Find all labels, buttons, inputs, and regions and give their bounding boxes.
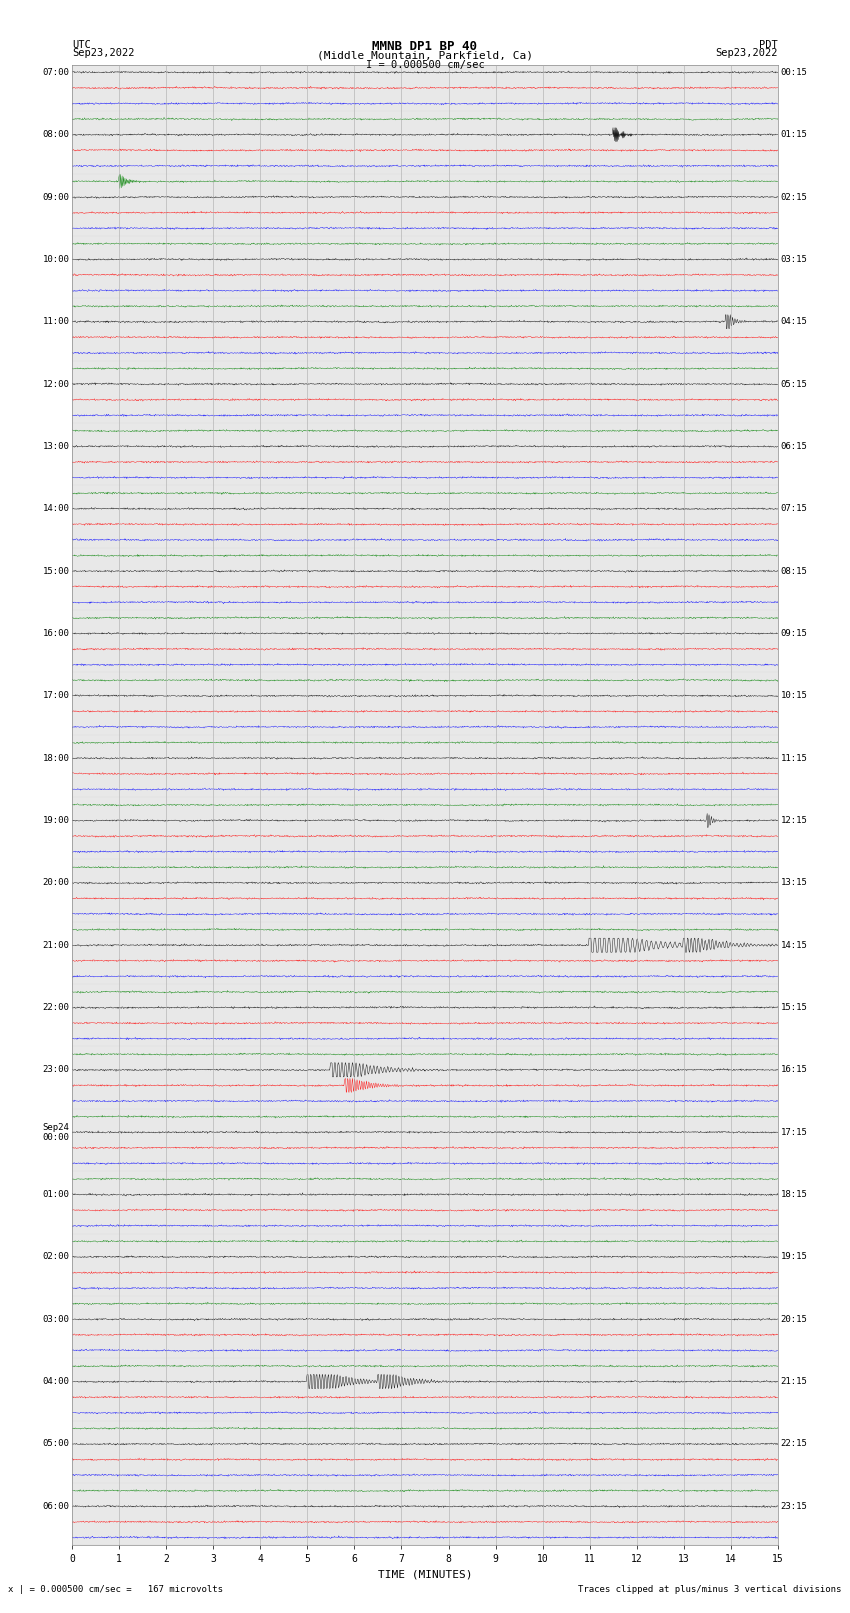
Text: Sep23,2022: Sep23,2022 xyxy=(715,47,778,58)
Text: UTC: UTC xyxy=(72,39,91,50)
Text: (Middle Mountain, Parkfield, Ca): (Middle Mountain, Parkfield, Ca) xyxy=(317,50,533,60)
Text: PDT: PDT xyxy=(759,39,778,50)
Text: MMNB DP1 BP 40: MMNB DP1 BP 40 xyxy=(372,39,478,53)
Text: x | = 0.000500 cm/sec =   167 microvolts: x | = 0.000500 cm/sec = 167 microvolts xyxy=(8,1584,224,1594)
Text: Sep23,2022: Sep23,2022 xyxy=(72,47,135,58)
Text: I = 0.000500 cm/sec: I = 0.000500 cm/sec xyxy=(366,60,484,71)
X-axis label: TIME (MINUTES): TIME (MINUTES) xyxy=(377,1569,473,1579)
Text: Traces clipped at plus/minus 3 vertical divisions: Traces clipped at plus/minus 3 vertical … xyxy=(578,1584,842,1594)
